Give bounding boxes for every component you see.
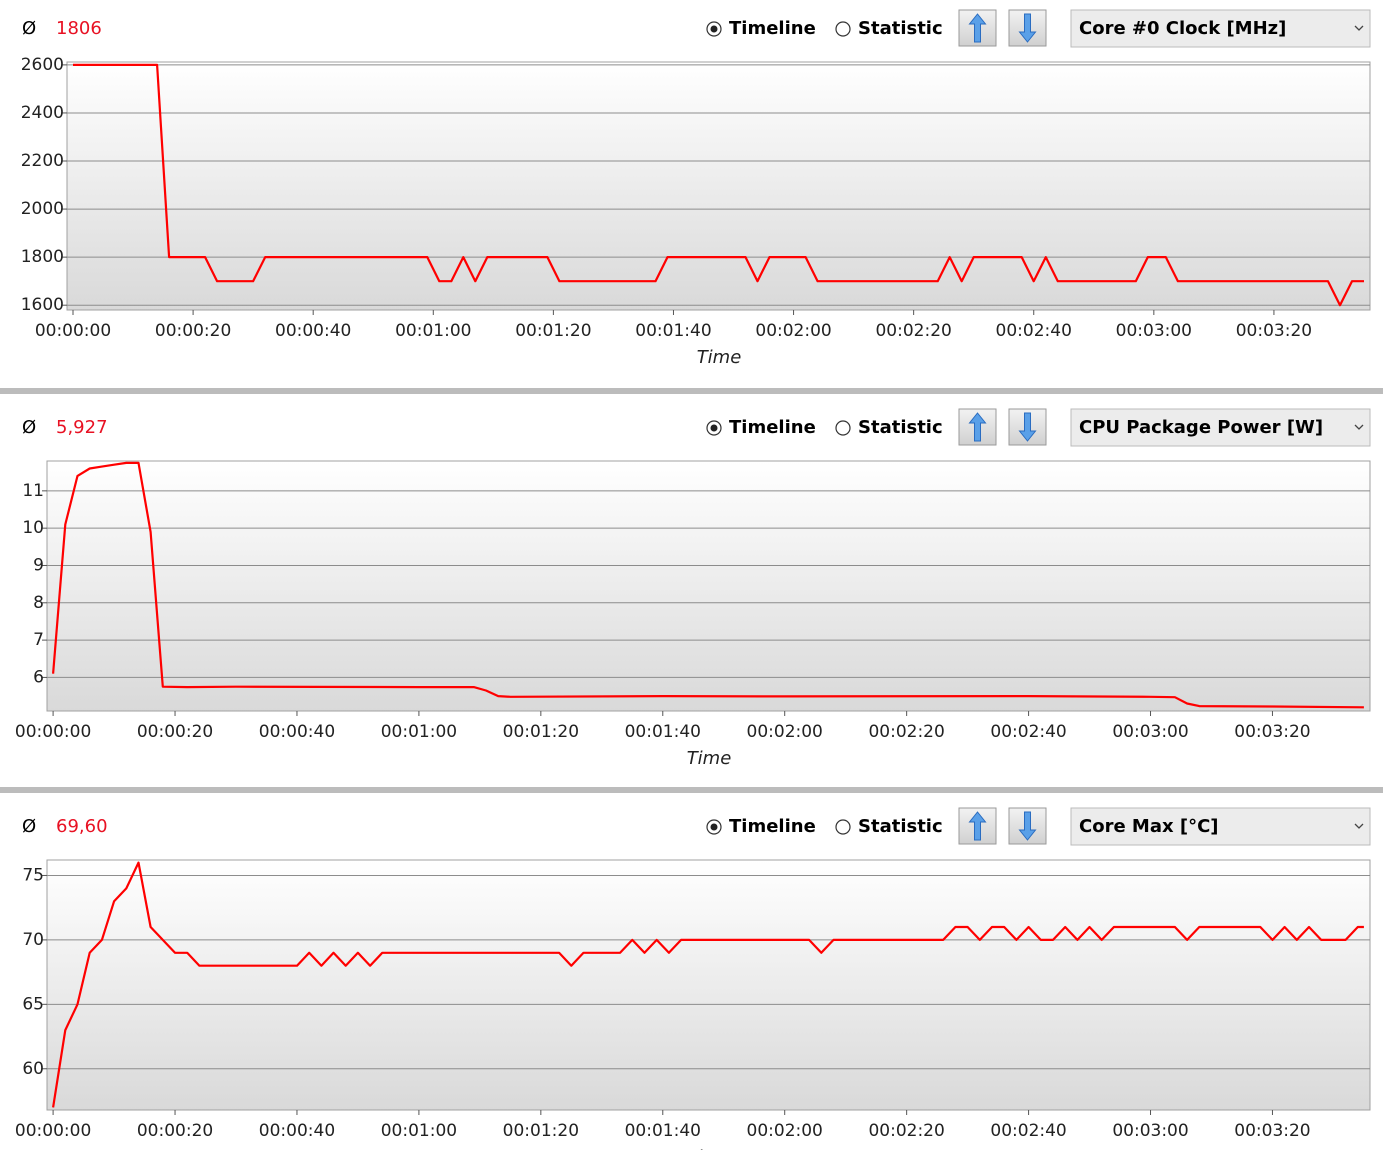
x-tick-label: 00:03:20 bbox=[1234, 722, 1310, 742]
average: 69,60 bbox=[56, 816, 108, 837]
radio-statistic[interactable] bbox=[835, 420, 851, 436]
separator bbox=[0, 787, 1383, 793]
radio-dot bbox=[710, 823, 718, 831]
sensor-dropdown[interactable] bbox=[1070, 408, 1371, 447]
y-tick-label: 65 bbox=[22, 994, 44, 1014]
data-line bbox=[52, 861, 1364, 1108]
x-tick-label: 00:02:20 bbox=[868, 722, 944, 742]
x-tick-label: 00:01:40 bbox=[625, 1121, 701, 1141]
separator bbox=[0, 388, 1383, 394]
panel: Ø 5,927 Timeline Statistic CPU Package Power… bbox=[15, 408, 1371, 769]
move-up-icon bbox=[968, 412, 987, 442]
y-tick-label: 70 bbox=[22, 930, 44, 950]
avg-symbol: Ø bbox=[22, 417, 36, 438]
move-down-icon bbox=[1018, 412, 1037, 442]
move-down-icon bbox=[1018, 811, 1037, 841]
x-tick-label: 00:01:20 bbox=[503, 1121, 579, 1141]
statistic-option[interactable]: Statistic bbox=[858, 417, 943, 438]
x-tick-label: 00:00:40 bbox=[259, 722, 335, 742]
x-tick-label: 00:02:40 bbox=[996, 321, 1072, 341]
x-tick-label: 00:03:20 bbox=[1234, 1121, 1310, 1141]
radio-statistic[interactable] bbox=[835, 21, 851, 37]
x-tick-label: 00:02:00 bbox=[747, 722, 823, 742]
dropdown-chevron bbox=[1354, 823, 1364, 829]
y-tick-label: 1600 bbox=[21, 295, 64, 315]
x-tick-label: 00:01:40 bbox=[625, 722, 701, 742]
x-tick-label: 00:03:00 bbox=[1112, 722, 1188, 742]
x-tick-label: 00:00:40 bbox=[259, 1121, 335, 1141]
sensor-dropdown[interactable] bbox=[1070, 9, 1371, 48]
x-axis-label: Time bbox=[697, 347, 742, 368]
y-tick-label: 10 bbox=[22, 518, 44, 538]
radio-dot bbox=[710, 424, 718, 432]
avg-symbol: Ø bbox=[22, 816, 36, 837]
x-tick-label: 00:03:20 bbox=[1236, 321, 1312, 341]
x-tick-label: 00:02:00 bbox=[747, 1121, 823, 1141]
x-tick-label: 00:00:20 bbox=[137, 1121, 213, 1141]
x-tick-label: 00:02:40 bbox=[990, 722, 1066, 742]
x-tick-label: 00:01:00 bbox=[395, 321, 471, 341]
sensor-name: Core Max [°C] bbox=[1079, 816, 1219, 837]
timeline-option[interactable]: Timeline bbox=[729, 18, 816, 39]
y-tick-label: 1800 bbox=[21, 247, 64, 267]
y-tick-label: 2200 bbox=[21, 151, 64, 171]
y-tick-label: 75 bbox=[22, 865, 44, 885]
data-line bbox=[52, 461, 1364, 709]
timeline-option[interactable]: Timeline bbox=[729, 816, 816, 837]
average: 5,927 bbox=[56, 417, 108, 438]
radio-dot bbox=[710, 25, 718, 33]
y-tick-label: 2600 bbox=[21, 55, 64, 75]
sensor-dropdown[interactable] bbox=[1070, 807, 1371, 846]
move-down-icon bbox=[1018, 13, 1037, 43]
y-tick-label: 9 bbox=[33, 555, 44, 575]
x-tick-label: 00:01:40 bbox=[635, 321, 711, 341]
x-tick-label: 00:01:20 bbox=[503, 722, 579, 742]
y-tick-label: 2000 bbox=[21, 199, 64, 219]
x-tick-label: 00:00:20 bbox=[155, 321, 231, 341]
sensor-name: Core #0 Clock [MHz] bbox=[1079, 18, 1286, 39]
x-tick-label: 00:03:00 bbox=[1112, 1121, 1188, 1141]
x-axis-label: Time bbox=[687, 748, 732, 769]
y-tick-label: 2400 bbox=[21, 103, 64, 123]
statistic-option[interactable]: Statistic bbox=[858, 816, 943, 837]
move-up-icon bbox=[968, 13, 987, 43]
x-tick-label: 00:00:00 bbox=[15, 1121, 91, 1141]
x-tick-label: 00:00:00 bbox=[35, 321, 111, 341]
y-tick-label: 6 bbox=[33, 667, 44, 687]
x-tick-label: 00:01:20 bbox=[515, 321, 591, 341]
x-axis-label: Time bbox=[687, 1147, 732, 1150]
dropdown-chevron bbox=[1354, 25, 1364, 31]
sensor-name: CPU Package Power [W] bbox=[1079, 417, 1323, 438]
x-tick-label: 00:00:20 bbox=[137, 722, 213, 742]
panel: Ø 1806 Timeline Statistic Core #0 Clock [MHz… bbox=[21, 9, 1371, 368]
panel: Ø 69,60 Timeline Statistic Core Max [°C] 60 65… bbox=[15, 807, 1371, 1150]
x-tick-label: 00:03:00 bbox=[1116, 321, 1192, 341]
move-up-icon bbox=[968, 811, 987, 841]
y-tick-label: 8 bbox=[33, 593, 44, 613]
y-tick-label: 7 bbox=[33, 630, 44, 650]
y-tick-label: 11 bbox=[22, 481, 44, 501]
statistic-option[interactable]: Statistic bbox=[858, 18, 943, 39]
timeline-option[interactable]: Timeline bbox=[729, 417, 816, 438]
y-tick-label: 60 bbox=[22, 1059, 44, 1079]
x-tick-label: 00:02:20 bbox=[875, 321, 951, 341]
avg-symbol: Ø bbox=[22, 18, 36, 39]
x-tick-label: 00:00:00 bbox=[15, 722, 91, 742]
average: 1806 bbox=[56, 18, 102, 39]
radio-statistic[interactable] bbox=[835, 819, 851, 835]
x-tick-label: 00:02:40 bbox=[990, 1121, 1066, 1141]
x-tick-label: 00:00:40 bbox=[275, 321, 351, 341]
dropdown-chevron bbox=[1354, 424, 1364, 430]
data-line bbox=[73, 63, 1364, 307]
plot-area bbox=[46, 859, 1371, 1111]
x-tick-label: 00:01:00 bbox=[381, 1121, 457, 1141]
plot-area bbox=[46, 460, 1371, 712]
x-tick-label: 00:02:00 bbox=[755, 321, 831, 341]
x-tick-label: 00:02:20 bbox=[868, 1121, 944, 1141]
x-tick-label: 00:01:00 bbox=[381, 722, 457, 742]
plot-area bbox=[66, 61, 1371, 311]
